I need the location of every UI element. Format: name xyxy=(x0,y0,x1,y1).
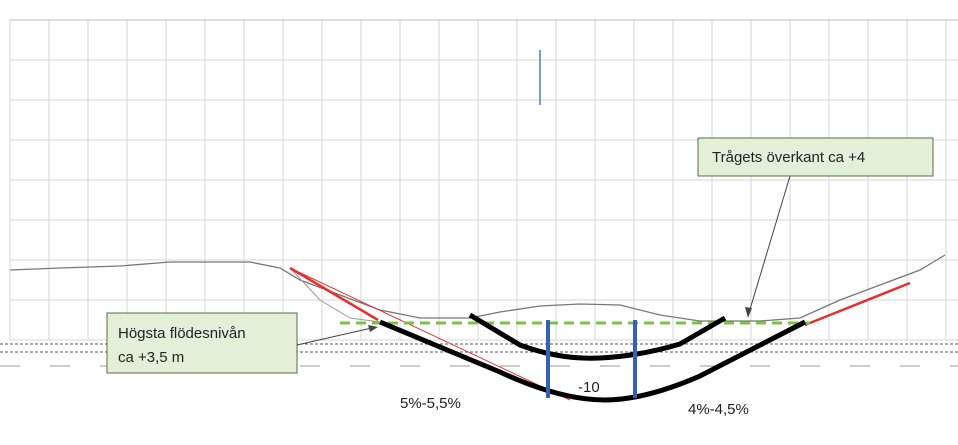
callout-arrow xyxy=(747,175,791,317)
trough-outer xyxy=(379,319,807,403)
depth-label: -10 xyxy=(578,379,600,396)
slope-line xyxy=(804,281,911,327)
slope-line xyxy=(289,266,379,322)
trough-inner xyxy=(468,312,727,361)
callout-box xyxy=(106,312,298,374)
slope-line xyxy=(289,267,571,401)
arrowhead xyxy=(745,307,752,318)
terrain-line xyxy=(9,254,946,322)
callout-text: Högsta flödesnivån xyxy=(118,325,246,342)
slope-label: 5%-5,5% xyxy=(400,395,461,412)
callout-arrow xyxy=(296,326,377,346)
terrain-line xyxy=(289,267,381,323)
callout-box xyxy=(697,137,934,177)
callout-text: ca +3,5 m xyxy=(118,349,184,366)
callout-text: Trågets överkant ca +4 xyxy=(712,149,865,166)
arrowhead xyxy=(368,325,378,332)
slope-label: 4%-4,5% xyxy=(688,401,749,418)
